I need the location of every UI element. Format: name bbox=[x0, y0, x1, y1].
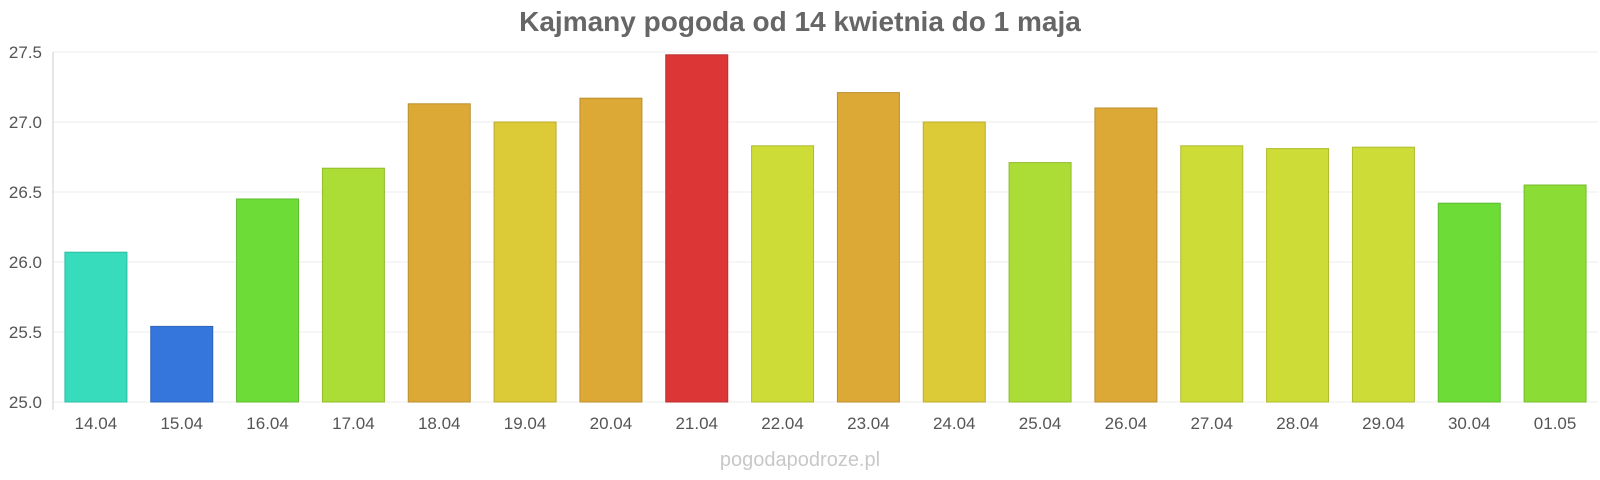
bar bbox=[751, 145, 815, 403]
bar bbox=[922, 121, 986, 403]
bar bbox=[1094, 107, 1158, 403]
watermark: pogodapodroze.pl bbox=[719, 449, 881, 471]
x-tick-label: 27.04 bbox=[1190, 414, 1233, 433]
x-tick-label: 22.04 bbox=[761, 414, 804, 433]
x-tick-label: 16.04 bbox=[246, 414, 289, 433]
bar bbox=[665, 54, 729, 403]
x-tick-label: 26.04 bbox=[1105, 414, 1148, 433]
bar bbox=[1437, 202, 1501, 403]
y-tick-label: 25.0 bbox=[9, 393, 42, 412]
bar bbox=[1008, 162, 1072, 403]
x-tick-label: 14.04 bbox=[75, 414, 118, 433]
bar bbox=[1180, 145, 1244, 403]
y-tick-label: 25.5 bbox=[9, 323, 42, 342]
bar bbox=[407, 103, 471, 403]
y-tick-label: 27.0 bbox=[9, 113, 42, 132]
bar bbox=[1351, 146, 1415, 403]
chart-title: Kajmany pogoda od 14 kwietnia do 1 maja bbox=[519, 6, 1081, 37]
y-tick-label: 27.5 bbox=[9, 43, 42, 62]
bar bbox=[579, 97, 643, 403]
bar bbox=[321, 167, 385, 403]
x-tick-label: 15.04 bbox=[160, 414, 203, 433]
tick-labels: 25.0 25.5 26.0 26.5 27.0 27.5 14.04 15.04 16.04 1… bbox=[9, 43, 1576, 433]
x-tick-label: 23.04 bbox=[847, 414, 890, 433]
bar bbox=[836, 92, 900, 403]
x-tick-label: 30.04 bbox=[1448, 414, 1491, 433]
x-tick-label: 29.04 bbox=[1362, 414, 1405, 433]
x-tick-label: 20.04 bbox=[590, 414, 633, 433]
y-tick-label: 26.5 bbox=[9, 183, 42, 202]
x-tick-label: 17.04 bbox=[332, 414, 375, 433]
grid-lines bbox=[53, 51, 1598, 403]
x-tick-label: 21.04 bbox=[675, 414, 718, 433]
bars bbox=[64, 54, 1587, 403]
x-tick-label: 28.04 bbox=[1276, 414, 1319, 433]
x-tick-label: 25.04 bbox=[1019, 414, 1062, 433]
bar bbox=[236, 198, 300, 403]
bar bbox=[150, 325, 214, 403]
x-tick-label: 24.04 bbox=[933, 414, 976, 433]
x-tick-label: 18.04 bbox=[418, 414, 461, 433]
bar bbox=[1523, 184, 1587, 403]
y-tick-label: 26.0 bbox=[9, 253, 42, 272]
bar bbox=[64, 251, 128, 403]
bar bbox=[1266, 148, 1330, 403]
x-tick-label: 19.04 bbox=[504, 414, 547, 433]
x-tick-label: 01.05 bbox=[1534, 414, 1577, 433]
bar bbox=[493, 121, 557, 403]
